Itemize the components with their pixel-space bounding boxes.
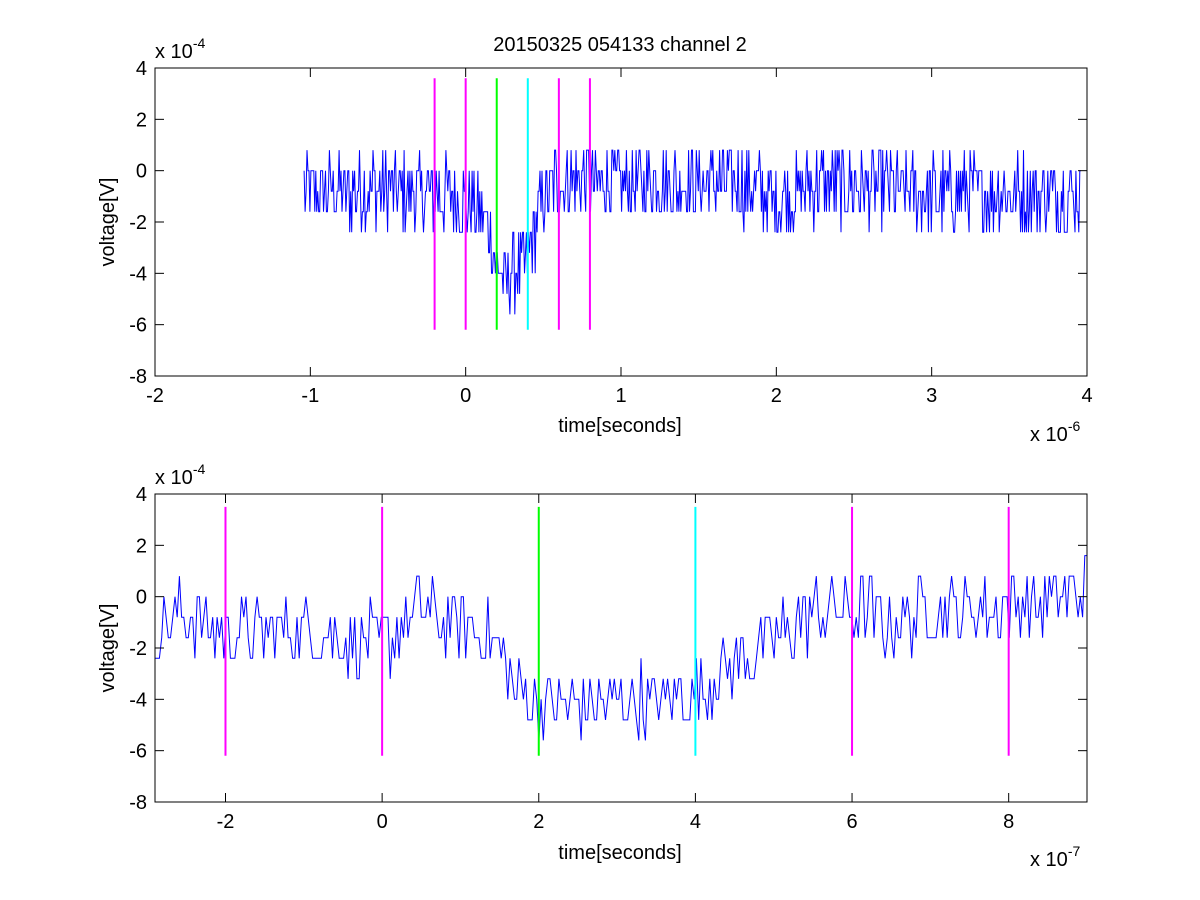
top-x-axis-label: time[seconds] bbox=[558, 415, 681, 437]
bottom-x-multiplier: x 10-7 bbox=[1030, 843, 1080, 871]
axes-bottom: -2 0 2 4 6 8 -8 -6 -4 -2 0 2 4 time[seconds] voltage… bbox=[97, 461, 1088, 871]
x-tick-label: -2 bbox=[217, 811, 235, 833]
x-tick-label: 4 bbox=[1081, 385, 1092, 407]
y-tick-label: -2 bbox=[129, 212, 147, 234]
y-tick-label: 0 bbox=[136, 161, 147, 183]
x-tick-label: 4 bbox=[690, 811, 701, 833]
bottom-ticks: -2 0 2 4 6 8 -8 -6 -4 -2 0 2 4 bbox=[129, 484, 1087, 833]
top-x-multiplier-base: x 10 bbox=[1030, 424, 1068, 446]
x-tick-label: 0 bbox=[460, 385, 471, 407]
top-y-multiplier: x 10-4 bbox=[155, 35, 205, 63]
x-tick-label: 8 bbox=[1003, 811, 1014, 833]
x-tick-label: -1 bbox=[301, 385, 319, 407]
signal-series-line bbox=[303, 149, 1081, 315]
bottom-x-axis-label: time[seconds] bbox=[558, 842, 681, 864]
y-tick-label: -6 bbox=[129, 315, 147, 337]
signal-series-line bbox=[155, 555, 1087, 741]
x-tick-label: -2 bbox=[146, 385, 164, 407]
top-ticks: -2 -1 0 1 2 3 4 -8 -6 -4 -2 0 2 4 bbox=[129, 58, 1092, 407]
x-tick-label: 6 bbox=[846, 811, 857, 833]
axes-top: -2 -1 0 1 2 3 4 -8 -6 -4 -2 0 2 4 time[seconds] volta… bbox=[97, 35, 1093, 446]
y-tick-label: -8 bbox=[129, 792, 147, 814]
bottom-y-multiplier: x 10-4 bbox=[155, 461, 205, 489]
x-tick-label: 1 bbox=[615, 385, 626, 407]
bottom-axes-frame bbox=[154, 493, 1088, 803]
top-axes-frame bbox=[154, 67, 1088, 377]
x-tick-label: 2 bbox=[533, 811, 544, 833]
bottom-y-axis-label: voltage[V] bbox=[97, 604, 119, 693]
y-tick-label: 0 bbox=[136, 587, 147, 609]
x-tick-label: 0 bbox=[377, 811, 388, 833]
y-tick-label: 2 bbox=[136, 535, 147, 557]
y-tick-label: -8 bbox=[129, 366, 147, 388]
bottom-y-multiplier-base: x 10 bbox=[155, 467, 193, 489]
top-y-multiplier-exp: -4 bbox=[193, 35, 206, 51]
y-tick-label: -4 bbox=[129, 689, 147, 711]
bottom-y-multiplier-exp: -4 bbox=[193, 461, 206, 477]
y-tick-label: 4 bbox=[136, 484, 147, 506]
top-x-multiplier: x 10-6 bbox=[1030, 418, 1080, 446]
x-tick-label: 3 bbox=[926, 385, 937, 407]
y-tick-label: 2 bbox=[136, 109, 147, 131]
bottom-x-multiplier-base: x 10 bbox=[1030, 849, 1068, 871]
y-tick-label: 4 bbox=[136, 58, 147, 80]
bottom-plot-area bbox=[155, 506, 1087, 756]
top-x-multiplier-exp: -6 bbox=[1068, 418, 1081, 434]
bottom-x-multiplier-exp: -7 bbox=[1068, 843, 1081, 859]
top-y-axis-label: voltage[V] bbox=[97, 178, 119, 267]
top-y-multiplier-base: x 10 bbox=[155, 41, 193, 63]
y-tick-label: -6 bbox=[129, 741, 147, 763]
y-tick-label: -4 bbox=[129, 263, 147, 285]
x-tick-label: 2 bbox=[771, 385, 782, 407]
y-tick-label: -2 bbox=[129, 638, 147, 660]
figure-title: 20150325 054133 channel 2 bbox=[493, 34, 747, 56]
top-plot-area bbox=[303, 78, 1081, 330]
